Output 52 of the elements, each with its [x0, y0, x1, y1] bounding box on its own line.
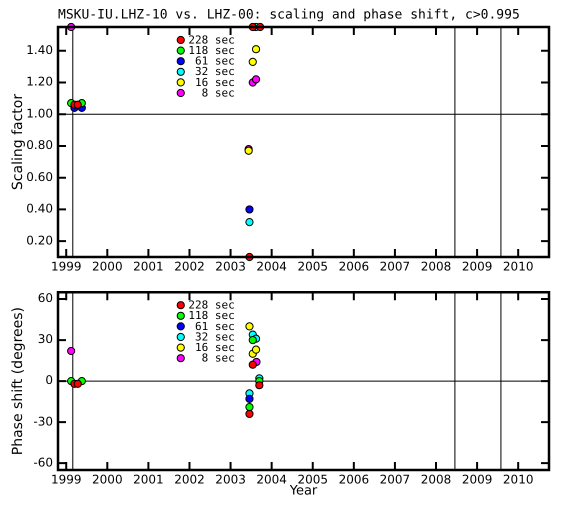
x-tick-label: 2002: [174, 472, 205, 486]
y-tick-label: 1.20: [26, 74, 53, 89]
y-tick-label: 0.60: [26, 170, 53, 184]
legend-label: 228 sec: [188, 33, 235, 46]
legend-label: 228 sec: [188, 298, 235, 312]
x-tick-label: 1999: [50, 472, 82, 486]
x-tick-label: 2006: [338, 472, 370, 486]
x-tick-label: 2000: [92, 472, 123, 486]
x-tick-label: 2007: [380, 472, 410, 486]
x-tick-label: 1999: [50, 259, 82, 274]
y-axis-title: Phase shift (degrees): [10, 306, 26, 456]
legend-label: 16 sec: [195, 340, 235, 354]
x-tick-label: 2010: [502, 472, 534, 486]
y-tick-label: 1.40: [26, 42, 53, 57]
y-tick-label: -60: [33, 455, 53, 470]
y-tick-label: 60: [38, 291, 53, 306]
legend-label: 32 sec: [195, 330, 235, 344]
x-tick-label: 2005: [297, 472, 328, 486]
x-tick-label: 2003: [215, 472, 246, 486]
legend-label: 8 sec: [202, 352, 235, 365]
x-tick-label: 2000: [92, 259, 123, 274]
legend-label: 32 sec: [195, 65, 235, 78]
x-tick-label: 2004: [256, 259, 287, 274]
x-tick-label: 2002: [174, 259, 205, 274]
x-tick-label: 2004: [256, 472, 287, 486]
y-tick-label: 0.40: [26, 202, 53, 216]
x-tick-label: 2001: [133, 259, 164, 274]
y-tick-label: 30: [38, 332, 53, 346]
x-tick-label: 2001: [133, 472, 164, 486]
x-tick-label: 2008: [420, 259, 452, 274]
y-tick-label: 0.20: [26, 233, 53, 248]
y-tick-label: 0: [45, 373, 53, 388]
legend-label: 61 sec: [195, 54, 235, 68]
y-axis-title: Scaling factor: [10, 94, 26, 190]
legend-label: 118 sec: [188, 309, 235, 322]
x-tick-label: 2007: [380, 259, 410, 274]
legend-label: 118 sec: [188, 44, 235, 57]
x-tick-label: 2006: [338, 259, 370, 274]
legend-label: 16 sec: [195, 76, 235, 89]
x-tick-label: 2009: [462, 472, 492, 486]
chart-title: MSKU-IU.LHZ-10 vs. LHZ-00: scaling and phase shift, c>0.995: [58, 7, 520, 22]
y-tick-label: 0.80: [26, 138, 53, 152]
x-tick-label: 2008: [420, 472, 452, 486]
x-axis-title: Year: [288, 484, 318, 499]
legend-label: 8 sec: [202, 86, 235, 100]
x-tick-label: 2003: [215, 259, 246, 274]
y-tick-label: 1.00: [26, 106, 53, 120]
x-tick-label: 2005: [297, 259, 328, 274]
y-tick-label: -30: [33, 414, 53, 428]
x-tick-label: 2010: [502, 259, 534, 274]
x-tick-label: 2009: [462, 259, 492, 274]
legend-label: 61 sec: [195, 320, 235, 333]
